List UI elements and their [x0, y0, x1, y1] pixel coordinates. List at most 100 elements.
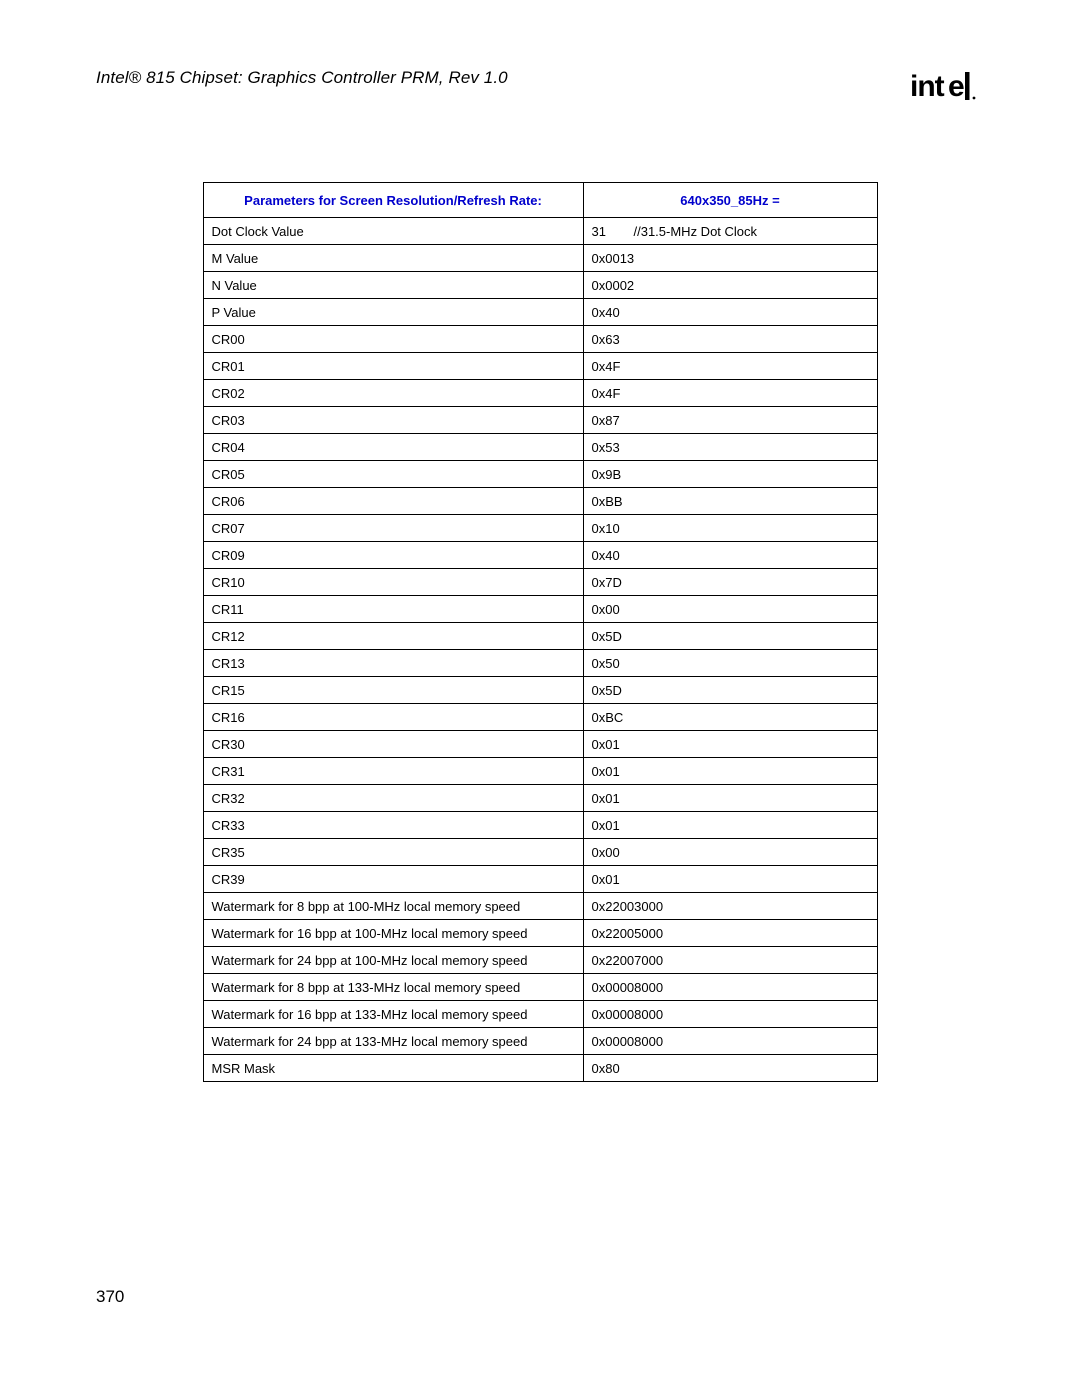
value-cell: 0x50 — [583, 650, 877, 677]
param-cell: Watermark for 8 bpp at 133-MHz local mem… — [203, 974, 583, 1001]
param-cell: CR11 — [203, 596, 583, 623]
value-cell: 0x01 — [583, 731, 877, 758]
table-body: Dot Clock Value31//31.5-MHz Dot ClockM V… — [203, 218, 877, 1082]
table-row: Watermark for 16 bpp at 100-MHz local me… — [203, 920, 877, 947]
value-cell: 0x7D — [583, 569, 877, 596]
table-row: CR150x5D — [203, 677, 877, 704]
value-cell: 0x40 — [583, 542, 877, 569]
param-cell: CR04 — [203, 434, 583, 461]
table-row: CR330x01 — [203, 812, 877, 839]
value-cell: 0x0002 — [583, 272, 877, 299]
table-row: Watermark for 24 bpp at 133-MHz local me… — [203, 1028, 877, 1055]
param-cell: CR12 — [203, 623, 583, 650]
value-cell: 0x01 — [583, 785, 877, 812]
value-cell: 0x87 — [583, 407, 877, 434]
table-row: CR100x7D — [203, 569, 877, 596]
page-number: 370 — [96, 1287, 124, 1307]
table-row: CR030x87 — [203, 407, 877, 434]
value-cell: 0x00008000 — [583, 1028, 877, 1055]
table-row: CR310x01 — [203, 758, 877, 785]
param-cell: CR02 — [203, 380, 583, 407]
table-row: Watermark for 8 bpp at 100-MHz local mem… — [203, 893, 877, 920]
value-cell: 0x00 — [583, 839, 877, 866]
value-cell: 0x0013 — [583, 245, 877, 272]
header-mode: 640x350_85Hz = — [583, 183, 877, 218]
value-cell: 0x01 — [583, 866, 877, 893]
param-cell: CR35 — [203, 839, 583, 866]
param-cell: CR01 — [203, 353, 583, 380]
param-cell: Watermark for 8 bpp at 100-MHz local mem… — [203, 893, 583, 920]
page: Intel® 815 Chipset: Graphics Controller … — [0, 0, 1080, 1397]
param-cell: CR30 — [203, 731, 583, 758]
svg-text:e: e — [948, 70, 964, 103]
header-parameters: Parameters for Screen Resolution/Refresh… — [203, 183, 583, 218]
value-cell: 0x5D — [583, 623, 877, 650]
table-row: CR350x00 — [203, 839, 877, 866]
table-row: CR070x10 — [203, 515, 877, 542]
table-row: MSR Mask0x80 — [203, 1055, 877, 1082]
value-cell: 0x80 — [583, 1055, 877, 1082]
value-cell: 0x10 — [583, 515, 877, 542]
table-row: CR390x01 — [203, 866, 877, 893]
value-cell: 0x00008000 — [583, 1001, 877, 1028]
table-row: CR320x01 — [203, 785, 877, 812]
param-cell: Watermark for 24 bpp at 133-MHz local me… — [203, 1028, 583, 1055]
value-cell: 0xBB — [583, 488, 877, 515]
param-cell: Watermark for 24 bpp at 100-MHz local me… — [203, 947, 583, 974]
value-cell: 0x00 — [583, 596, 877, 623]
table-row: P Value0x40 — [203, 299, 877, 326]
table-row: CR040x53 — [203, 434, 877, 461]
value-cell: 0x01 — [583, 758, 877, 785]
table-row: M Value0x0013 — [203, 245, 877, 272]
value-cell: 0x63 — [583, 326, 877, 353]
value-cell: 0x4F — [583, 380, 877, 407]
value-cell: 0x01 — [583, 812, 877, 839]
param-cell: Watermark for 16 bpp at 133-MHz local me… — [203, 1001, 583, 1028]
param-cell: N Value — [203, 272, 583, 299]
param-cell: MSR Mask — [203, 1055, 583, 1082]
param-cell: CR05 — [203, 461, 583, 488]
table-row: CR060xBB — [203, 488, 877, 515]
value-cell: 0x53 — [583, 434, 877, 461]
param-cell: CR32 — [203, 785, 583, 812]
value-cell: 0x22007000 — [583, 947, 877, 974]
table-row: CR160xBC — [203, 704, 877, 731]
param-cell: P Value — [203, 299, 583, 326]
table-header-row: Parameters for Screen Resolution/Refresh… — [203, 183, 877, 218]
value-cell: 0x9B — [583, 461, 877, 488]
page-header: Intel® 815 Chipset: Graphics Controller … — [96, 68, 984, 104]
table-row: CR090x40 — [203, 542, 877, 569]
value-left: 31 — [592, 224, 634, 239]
value-cell: 0x00008000 — [583, 974, 877, 1001]
value-cell: 0x22003000 — [583, 893, 877, 920]
value-cell: 0x5D — [583, 677, 877, 704]
table-row: CR110x00 — [203, 596, 877, 623]
param-cell: CR06 — [203, 488, 583, 515]
table-row: N Value0x0002 — [203, 272, 877, 299]
param-cell: CR15 — [203, 677, 583, 704]
table-row: CR020x4F — [203, 380, 877, 407]
param-cell: CR13 — [203, 650, 583, 677]
param-cell: CR03 — [203, 407, 583, 434]
table-row: CR130x50 — [203, 650, 877, 677]
table-row: Watermark for 24 bpp at 100-MHz local me… — [203, 947, 877, 974]
value-cell: 31//31.5-MHz Dot Clock — [583, 218, 877, 245]
param-cell: CR07 — [203, 515, 583, 542]
param-cell: CR10 — [203, 569, 583, 596]
parameters-table: Parameters for Screen Resolution/Refresh… — [203, 182, 878, 1082]
svg-text:int: int — [910, 70, 945, 103]
table-row: CR010x4F — [203, 353, 877, 380]
intel-logo: int e — [910, 70, 982, 104]
value-cell: 0x22005000 — [583, 920, 877, 947]
table-row: Dot Clock Value31//31.5-MHz Dot Clock — [203, 218, 877, 245]
param-cell: M Value — [203, 245, 583, 272]
param-cell: CR16 — [203, 704, 583, 731]
table-row: Watermark for 16 bpp at 133-MHz local me… — [203, 1001, 877, 1028]
param-cell: Watermark for 16 bpp at 100-MHz local me… — [203, 920, 583, 947]
table-row: Watermark for 8 bpp at 133-MHz local mem… — [203, 974, 877, 1001]
table-row: CR000x63 — [203, 326, 877, 353]
param-cell: CR09 — [203, 542, 583, 569]
document-title: Intel® 815 Chipset: Graphics Controller … — [96, 68, 508, 88]
table-row: CR050x9B — [203, 461, 877, 488]
value-cell: 0x40 — [583, 299, 877, 326]
